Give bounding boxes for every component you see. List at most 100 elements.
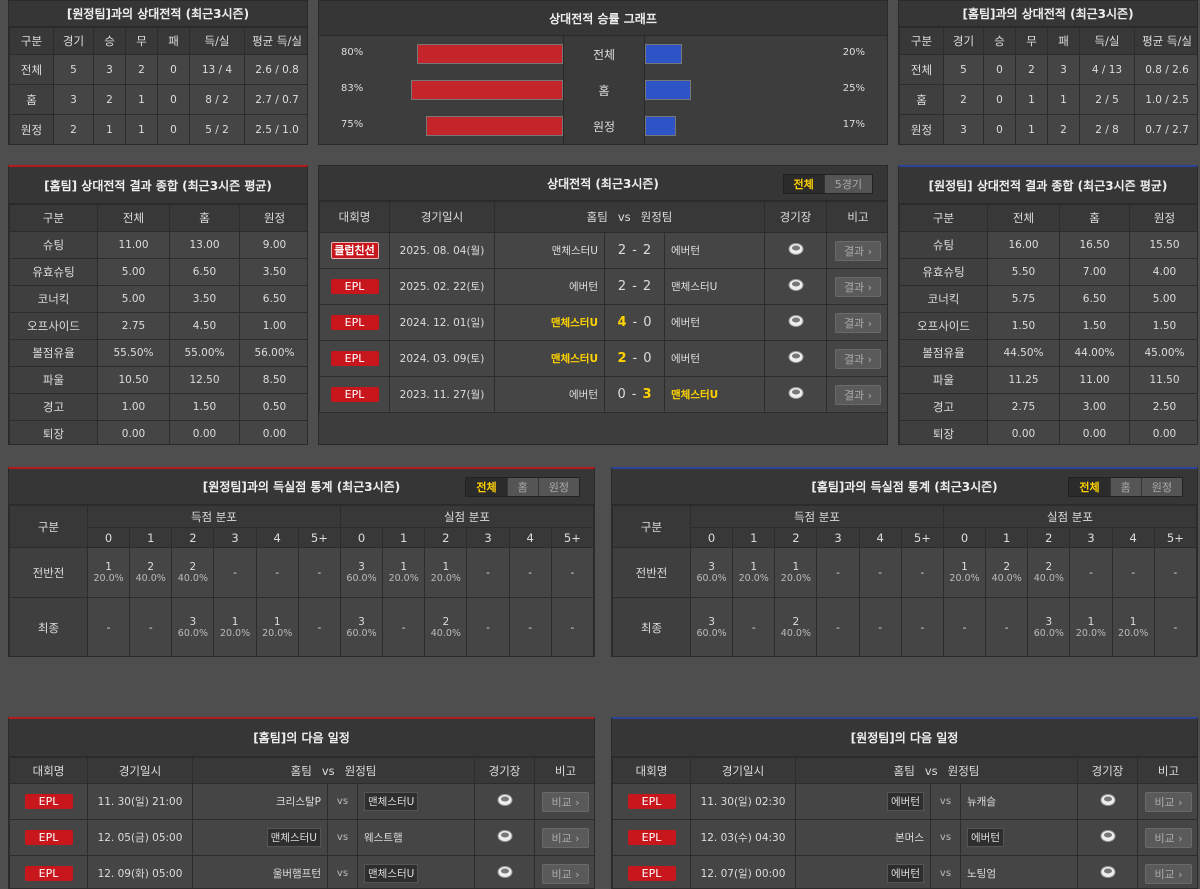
cell: 2 / 5 (1079, 84, 1135, 115)
stadium-icon (497, 794, 513, 806)
summary-away-panel: [원정팀] 상대전적 결과 종합 (최근3시즌 평균) 구분 전체 홈 원정 슈팅 16.0… (898, 165, 1198, 445)
away-team: 에버턴 (663, 232, 766, 269)
button-cell: 결과 (826, 232, 887, 269)
h2h-away-panel: [원정팀]과의 상대전적 (최근3시즌) 구분 경기 승 무 패 득/실 평균 득/실 전체 5 3… (8, 0, 308, 145)
home-team: 맨체스터U (266, 828, 321, 847)
result-button[interactable]: 결과 (834, 384, 882, 405)
button-cell: 비교 (534, 855, 594, 888)
group-header-row: 구분 득점 분포 실점 분포 (612, 505, 1197, 548)
league-cell: EPL (612, 783, 691, 820)
goal-count: 3 (358, 561, 365, 573)
cell: 2.7 / 0.7 (244, 84, 307, 115)
tab[interactable]: 전체 (1069, 478, 1110, 496)
tab[interactable]: 원정 (1140, 478, 1182, 496)
league-badge: EPL (24, 866, 73, 881)
compare-button[interactable]: 비교 (1145, 827, 1192, 848)
tab[interactable]: 홈 (1109, 478, 1141, 496)
result-button[interactable]: 결과 (834, 240, 882, 261)
home-team: 맨체스터U (494, 340, 605, 377)
compare-button[interactable]: 비교 (1145, 863, 1192, 884)
title-text: [홈팀] 상대전적 결과 종합 (최근3시즌 평균) (44, 178, 272, 193)
goal-count: 2 (189, 561, 197, 573)
goal-percent: 20.0% (1118, 628, 1149, 639)
goal-percent: 40.0% (1033, 573, 1064, 584)
score-cell: 2-2 (604, 232, 665, 269)
stadium-icon (788, 315, 804, 327)
away-team: 에버턴 (663, 340, 766, 377)
match-date: 2024. 12. 01(일) (389, 304, 495, 341)
away-team: 맨체스터U (364, 864, 419, 883)
compare-button[interactable]: 비교 (542, 791, 589, 812)
goal-count: 3 (189, 616, 197, 628)
tab[interactable]: 5경기 (823, 175, 872, 193)
column-header: 1 (382, 527, 426, 548)
column-header: 구분 (9, 204, 98, 232)
goal-cell: 2 40.0% (774, 597, 818, 656)
cell: 2.5 / 1.0 (244, 114, 307, 144)
match-date: 12. 03(수) 04:30 (690, 819, 796, 856)
home-team: 본머스 (895, 832, 924, 844)
goal-percent: 40.0% (430, 628, 461, 639)
data-row: 파울 11.25 11.00 11.50 (899, 366, 1197, 394)
goal-cell: 2 40.0% (171, 547, 215, 598)
match-date: 2024. 03. 09(토) (389, 340, 495, 377)
cell: 2.75 (97, 312, 170, 340)
panel-title: [원정팀]과의 상대전적 (최근3시즌) (9, 1, 307, 27)
tab[interactable]: 전체 (783, 175, 824, 193)
cell: 2.50 (1129, 393, 1197, 421)
match-row: EPL 2024. 03. 09(토) 맨체스터U 2-0 에버턴 결과 (319, 340, 887, 377)
result-button[interactable]: 결과 (834, 348, 882, 369)
goal-percent: 20.0% (430, 573, 461, 584)
away-rate-bar (645, 80, 691, 100)
tab[interactable]: 원정 (537, 478, 579, 496)
away-rate-bar (645, 116, 677, 136)
column-header: 1 (732, 527, 776, 548)
data-row: 볼점유율 55.50% 55.00% 56.00% (9, 339, 307, 367)
cell: 1.50 (1129, 312, 1197, 340)
result-button[interactable]: 결과 (834, 276, 882, 297)
goal-count: 3 (358, 616, 365, 628)
compare-button[interactable]: 비교 (542, 863, 589, 884)
cell: 0.00 (239, 420, 307, 444)
compare-button[interactable]: 비교 (542, 827, 589, 848)
goal-cell: 1 20.0% (774, 547, 818, 598)
goal-cell: - (297, 547, 341, 598)
tab[interactable]: 홈 (506, 478, 538, 496)
graph-row: 83% 홈 25% (319, 72, 887, 108)
score-separator: - (631, 387, 637, 402)
row-label: 전체 (563, 36, 645, 72)
tab[interactable]: 전체 (466, 478, 507, 496)
button-cell: 결과 (826, 376, 887, 413)
league-badge: EPL (24, 794, 73, 809)
column-header: 홈 (169, 204, 240, 232)
result-button[interactable]: 결과 (834, 312, 882, 333)
row-label: 최종 (9, 597, 88, 656)
cell: 1 (1047, 84, 1080, 115)
cell: 1 (93, 114, 126, 144)
header-row: 구분 전체 홈 원정 (899, 204, 1197, 232)
home-team: 에버턴 (887, 792, 924, 811)
button-cell: 결과 (826, 340, 887, 377)
header-vs: vs (617, 210, 631, 224)
row-label: 코너킥 (899, 285, 988, 313)
goal-count: 3 (708, 561, 715, 573)
goal-cell: 1 20.0% (732, 547, 776, 598)
column-header: 3 (816, 527, 860, 548)
compare-button[interactable]: 비교 (1145, 791, 1192, 812)
goal-percent: 20.0% (93, 573, 124, 584)
header-away: 원정팀 (344, 763, 377, 778)
column-header: 원정 (1129, 204, 1197, 232)
goal-percent: 20.0% (1075, 628, 1107, 639)
group-header: 실점 분포 (942, 505, 1197, 528)
goal-percent: 60.0% (696, 573, 727, 584)
column-header: 1 (985, 527, 1029, 548)
cell: 6.50 (239, 285, 307, 313)
goal-cell: - (1111, 547, 1155, 598)
cell: 45.00% (1129, 339, 1197, 367)
cell: 16.50 (1059, 231, 1130, 259)
cell: 3 (943, 114, 984, 144)
goal-count: 3 (708, 616, 715, 628)
goal-count: 2 (147, 561, 155, 573)
cell: 0 (983, 54, 1016, 85)
goal-cell: 1 20.0% (213, 597, 257, 656)
